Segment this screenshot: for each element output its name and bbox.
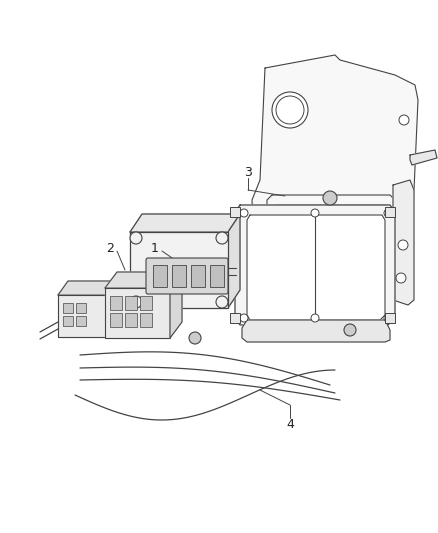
Circle shape [240,314,248,322]
Text: 1: 1 [151,241,159,254]
Circle shape [276,96,304,124]
Bar [76,303,86,313]
Circle shape [216,296,228,308]
Polygon shape [274,205,392,287]
Bar [153,265,167,287]
Circle shape [130,296,142,308]
Circle shape [240,209,248,217]
Bar [210,265,224,287]
Polygon shape [58,281,123,295]
Bar [125,296,137,310]
Circle shape [272,92,308,128]
Bar [230,313,240,323]
Circle shape [396,273,406,283]
Bar [230,207,240,217]
Bar [385,313,395,323]
Polygon shape [242,320,390,342]
Bar [125,313,137,327]
Circle shape [216,232,228,244]
Polygon shape [130,214,240,232]
Circle shape [384,209,392,217]
Bar [76,316,86,326]
Circle shape [311,314,319,322]
Circle shape [384,314,392,322]
Polygon shape [393,180,414,305]
Circle shape [323,191,337,205]
Circle shape [399,115,409,125]
Polygon shape [410,150,437,165]
FancyBboxPatch shape [146,258,228,294]
Polygon shape [105,272,182,288]
Polygon shape [58,295,113,337]
Bar [140,296,152,310]
Bar [191,265,205,287]
Circle shape [398,240,408,250]
Bar [63,316,73,326]
Polygon shape [170,272,182,338]
Polygon shape [267,195,396,290]
Polygon shape [105,288,170,338]
Circle shape [130,232,142,244]
Polygon shape [252,55,418,305]
Circle shape [344,324,356,336]
Bar [140,313,152,327]
Text: 3: 3 [244,166,252,179]
Polygon shape [228,214,240,308]
Bar [110,313,122,327]
Text: 4: 4 [286,418,294,432]
Bar [172,265,186,287]
Circle shape [311,209,319,217]
Text: 2: 2 [106,241,114,254]
Polygon shape [130,232,228,308]
Bar [63,303,73,313]
Circle shape [189,332,201,344]
Bar [385,207,395,217]
Bar [110,296,122,310]
Polygon shape [247,215,385,320]
Polygon shape [113,281,123,337]
Polygon shape [235,205,395,325]
